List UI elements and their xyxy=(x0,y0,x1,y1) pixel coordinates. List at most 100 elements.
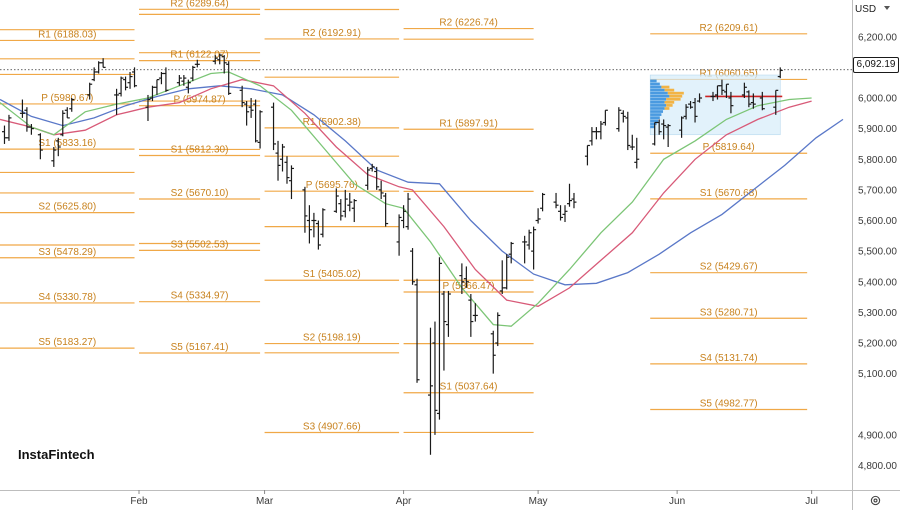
volume-profile-bar xyxy=(650,104,667,107)
volume-profile-bar xyxy=(666,97,681,101)
pivot-label-s1: S1 (5812.30) xyxy=(171,144,229,155)
ohlc-bar xyxy=(723,83,729,98)
ohlc-bar xyxy=(777,67,783,79)
ohlc-bar xyxy=(540,192,546,212)
pivot-label-r1: R1 (6060.65) xyxy=(699,68,757,79)
ohlc-bar xyxy=(405,192,411,230)
ohlc-bar xyxy=(284,156,290,184)
price-tick-label: 5,600.00 xyxy=(858,216,897,227)
volume-profile-bar xyxy=(650,91,668,95)
ohlc-bar xyxy=(145,94,151,121)
ohlc-bar xyxy=(472,303,478,322)
ohlc-bar xyxy=(383,192,389,227)
price-tick-label: 5,100.00 xyxy=(858,369,897,380)
price-tick-label: 5,400.00 xyxy=(858,277,897,288)
volume-profile-bar xyxy=(666,104,673,107)
currency-label[interactable]: USD xyxy=(855,4,877,15)
ohlc-bar xyxy=(158,71,164,85)
pivot-label-p: P (5366.47) xyxy=(443,281,495,292)
ohlc-bar xyxy=(741,82,747,98)
price-tick-label: 6,200.00 xyxy=(858,32,897,43)
pivot-label-s2: S2 (5198.19) xyxy=(303,333,361,344)
ohlc-bar xyxy=(602,109,608,126)
ohlc-bar xyxy=(221,55,227,74)
pivot-label-r2: R2 (6289.64) xyxy=(170,0,228,9)
volume-profile-bar xyxy=(650,94,670,98)
month-tick-label: Mar xyxy=(256,496,274,507)
ohlc-bar xyxy=(625,111,631,151)
price-tick-label: 5,800.00 xyxy=(858,155,897,166)
volume-profile-bar xyxy=(650,97,667,101)
pivot-label-s2: S2 (5625.80) xyxy=(38,202,96,213)
ohlc-bar xyxy=(584,144,590,166)
ohlc-bar xyxy=(679,116,685,138)
pivot-label-s4: S4 (5330.78) xyxy=(38,292,96,303)
ohlc-bar xyxy=(535,208,541,224)
ohlc-bar xyxy=(495,312,501,347)
volume-profile-bar xyxy=(650,119,659,123)
ohlc-bar xyxy=(351,199,357,223)
pivot-label-s4: S4 (5131.74) xyxy=(700,353,758,364)
ohlc-bar xyxy=(239,85,245,108)
moving-average-mid xyxy=(0,78,812,307)
pivot-label-s5: S5 (4982.77) xyxy=(700,399,758,410)
volume-profile-bar xyxy=(650,125,656,129)
price-tick-label: 5,700.00 xyxy=(858,185,897,196)
ohlc-bar xyxy=(154,79,160,95)
ohlc-bar xyxy=(683,104,689,120)
ohlc-bar xyxy=(710,91,716,102)
ohlc-bar xyxy=(51,147,57,167)
brand-logo: InstaFintech xyxy=(18,447,95,462)
price-tick-label: 4,800.00 xyxy=(858,461,897,472)
ohlc-bar xyxy=(60,110,66,137)
currency-selector[interactable]: USD xyxy=(855,4,876,15)
pivot-label-s5: S5 (5167.41) xyxy=(171,342,229,353)
ohlc-bar xyxy=(558,205,564,221)
price-tick-label: 5,300.00 xyxy=(858,308,897,319)
ohlc-bar xyxy=(64,107,70,119)
last-price-tag: 6,092.19 xyxy=(853,57,899,73)
moving-average-slow xyxy=(0,85,844,286)
ohlc-bar xyxy=(248,98,254,118)
ohlc-bar xyxy=(750,93,756,109)
pivot-label-r2: R2 (6226.74) xyxy=(439,18,497,29)
ohlc-bar xyxy=(127,71,133,89)
volume-profile-bar xyxy=(664,107,670,110)
ohlc-bar xyxy=(275,140,281,181)
ohlc-bar xyxy=(37,133,43,160)
ohlc-bar xyxy=(185,79,191,94)
pivot-label-r1: R1 (6188.03) xyxy=(38,29,96,40)
volume-profile-bar xyxy=(650,100,665,104)
ohlc-bar xyxy=(459,263,465,294)
pivot-label-s3: S3 (5502.53) xyxy=(171,239,229,250)
gear-icon[interactable] xyxy=(870,495,881,506)
ohlc-bar xyxy=(28,124,34,135)
pivot-label-p: P (5974.87) xyxy=(174,95,226,106)
month-tick-label: May xyxy=(529,496,548,507)
ohlc-bar xyxy=(445,290,451,337)
month-tick-label: Jul xyxy=(805,496,818,507)
volume-profile-bar xyxy=(661,85,670,89)
volume-profile-bar xyxy=(664,88,675,92)
chevron-down-icon[interactable] xyxy=(884,6,890,10)
ohlc-bar xyxy=(176,75,182,86)
price-tick-label: 6,000.00 xyxy=(858,94,897,105)
volume-profile-bar xyxy=(669,94,683,98)
ohlc-bar xyxy=(333,188,339,213)
pivot-label-p: P (5980.67) xyxy=(41,93,93,104)
ohlc-bar xyxy=(132,67,138,88)
ohlc-bar xyxy=(620,110,626,123)
ohlc-bar xyxy=(504,254,510,290)
ohlc-bar xyxy=(728,91,734,114)
ohlc-bar xyxy=(463,266,469,288)
ohlc-bar xyxy=(522,235,528,264)
pivot-label-s3: S3 (5478.29) xyxy=(38,247,96,258)
ohlc-bar xyxy=(436,257,442,420)
ohlc-bar xyxy=(665,124,671,147)
pivot-label-p: P (5819.64) xyxy=(703,142,755,153)
pivot-label-s3: S3 (4907.66) xyxy=(303,422,361,433)
ohlc-bar xyxy=(1,125,7,144)
pivot-label-s3: S3 (5280.71) xyxy=(700,307,758,318)
ohlc-bar xyxy=(288,165,294,200)
